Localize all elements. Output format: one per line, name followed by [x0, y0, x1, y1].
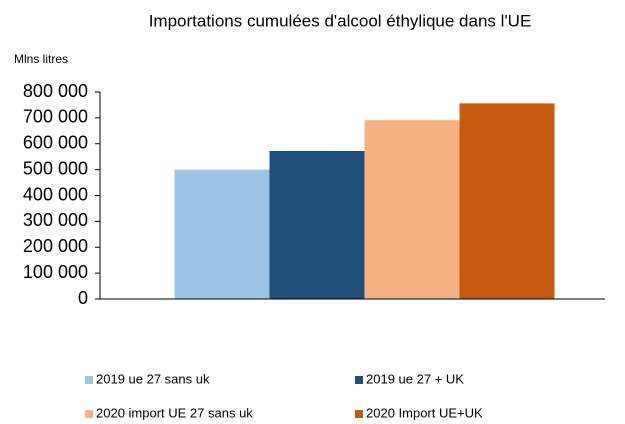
- y-axis-label: Mlns litres: [14, 52, 68, 66]
- bar: [174, 169, 270, 299]
- legend-swatch: [85, 376, 93, 384]
- bar: [364, 120, 460, 299]
- y-tick-label: 0: [78, 288, 88, 308]
- y-tick-label: 700 000: [23, 107, 88, 127]
- legend-swatch: [355, 376, 363, 384]
- legend-swatch: [85, 410, 93, 418]
- y-tick-label: 300 000: [23, 210, 88, 230]
- legend-swatch: [355, 410, 363, 418]
- legend-label: 2020 Import UE+UK: [366, 405, 483, 420]
- legend-label: 2020 import UE 27 sans uk: [96, 405, 253, 420]
- y-tick-label: 500 000: [23, 158, 88, 178]
- bar: [459, 103, 555, 299]
- y-tick-label: 100 000: [23, 262, 88, 282]
- bar: [269, 150, 365, 299]
- chart-title: Importations cumulées d'alcool éthylique…: [149, 11, 532, 30]
- legend-label: 2019 ue 27 + UK: [366, 371, 464, 386]
- y-tick-label: 600 000: [23, 133, 88, 153]
- y-tick-label: 800 000: [23, 81, 88, 101]
- y-tick-label: 200 000: [23, 236, 88, 256]
- legend-label: 2019 ue 27 sans uk: [96, 371, 210, 386]
- y-tick-label: 400 000: [23, 184, 88, 204]
